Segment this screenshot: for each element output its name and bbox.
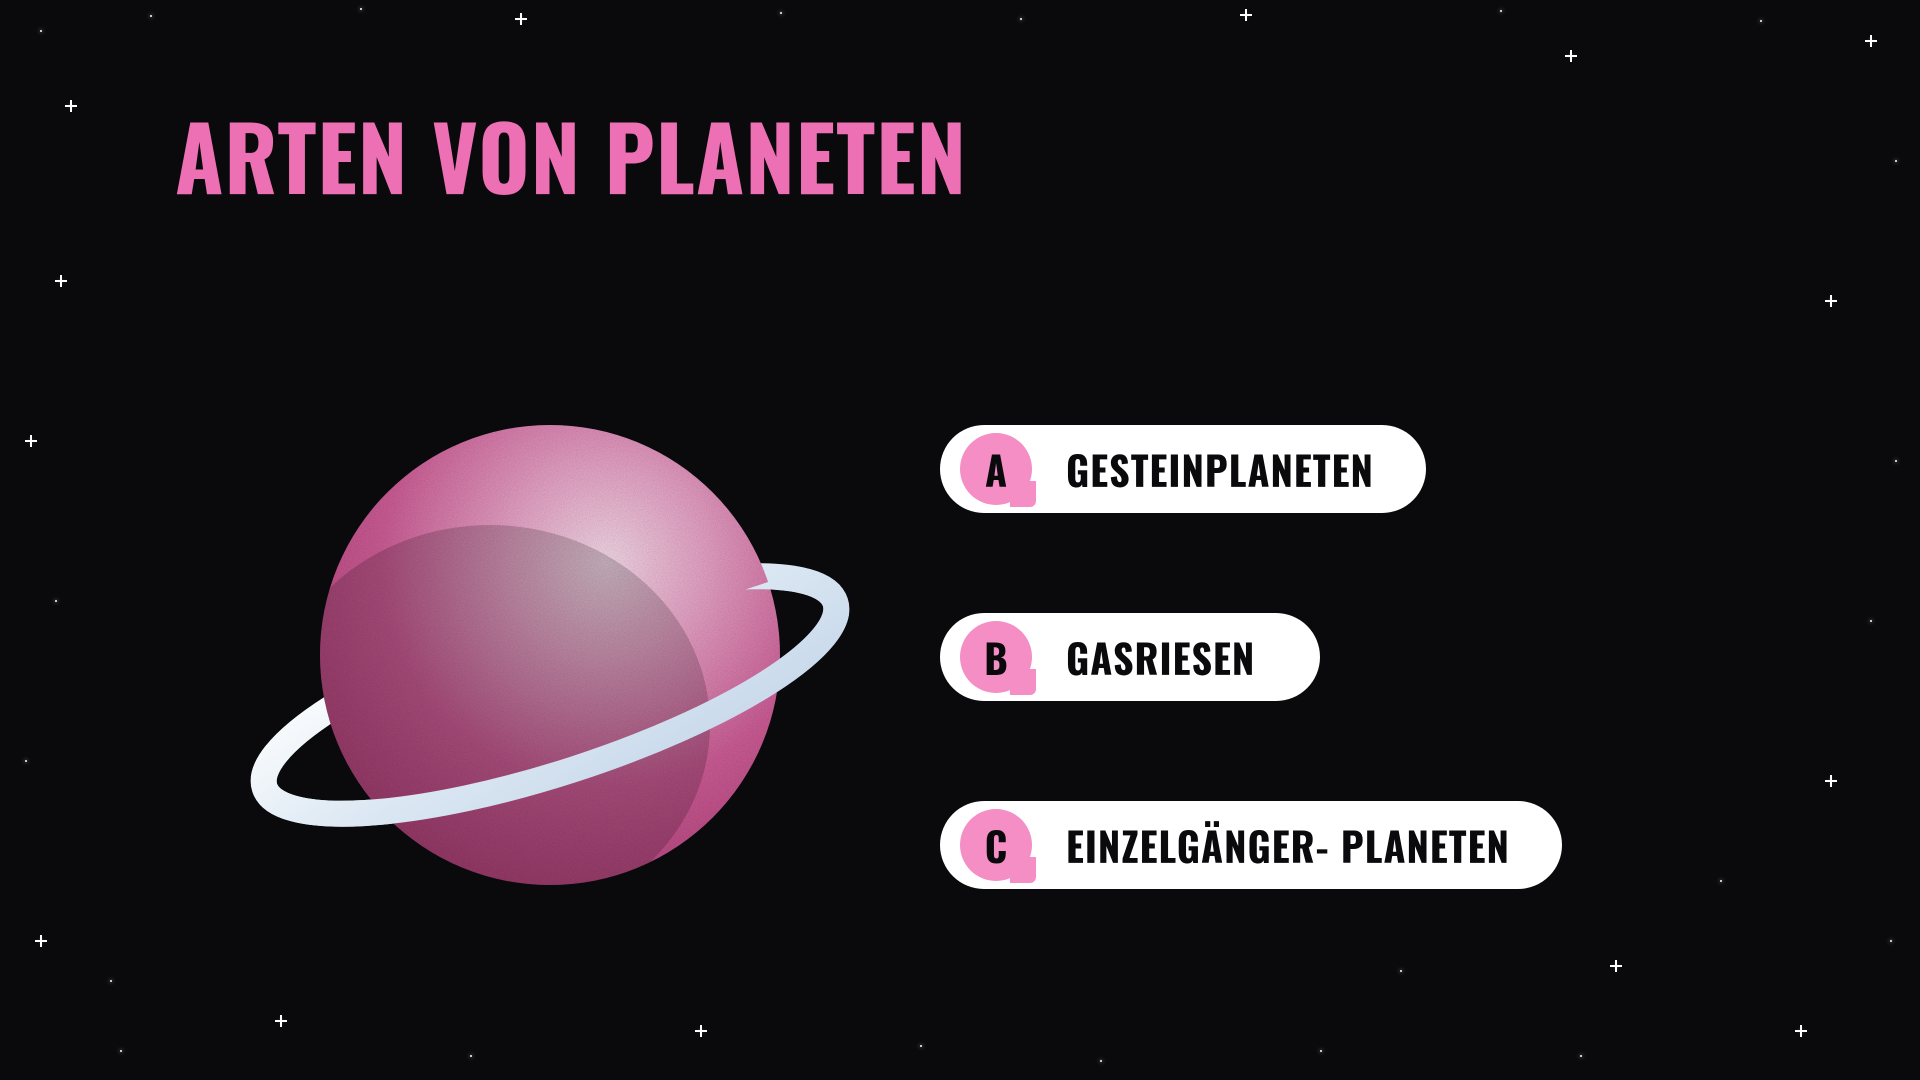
option-letter: C [985,815,1008,875]
option-b[interactable]: B GASRIESEN [940,613,1320,701]
page-title: ARTEN VON PLANETEN [175,90,967,220]
planet-illustration [240,365,860,985]
options-list: A GESTEINPLANETEN B GASRIESEN C EINZELGÄ… [940,425,1562,889]
option-label: EINZELGÄNGER- PLANETEN [1066,815,1510,875]
option-letter-badge: C [960,809,1032,881]
option-letter-badge: B [960,621,1032,693]
option-c[interactable]: C EINZELGÄNGER- PLANETEN [940,801,1562,889]
option-letter: B [984,627,1008,687]
option-letter-badge: A [960,433,1032,505]
option-label: GASRIESEN [1066,627,1255,687]
option-label: GESTEINPLANETEN [1066,439,1374,499]
option-a[interactable]: A GESTEINPLANETEN [940,425,1426,513]
option-letter: A [985,439,1007,499]
